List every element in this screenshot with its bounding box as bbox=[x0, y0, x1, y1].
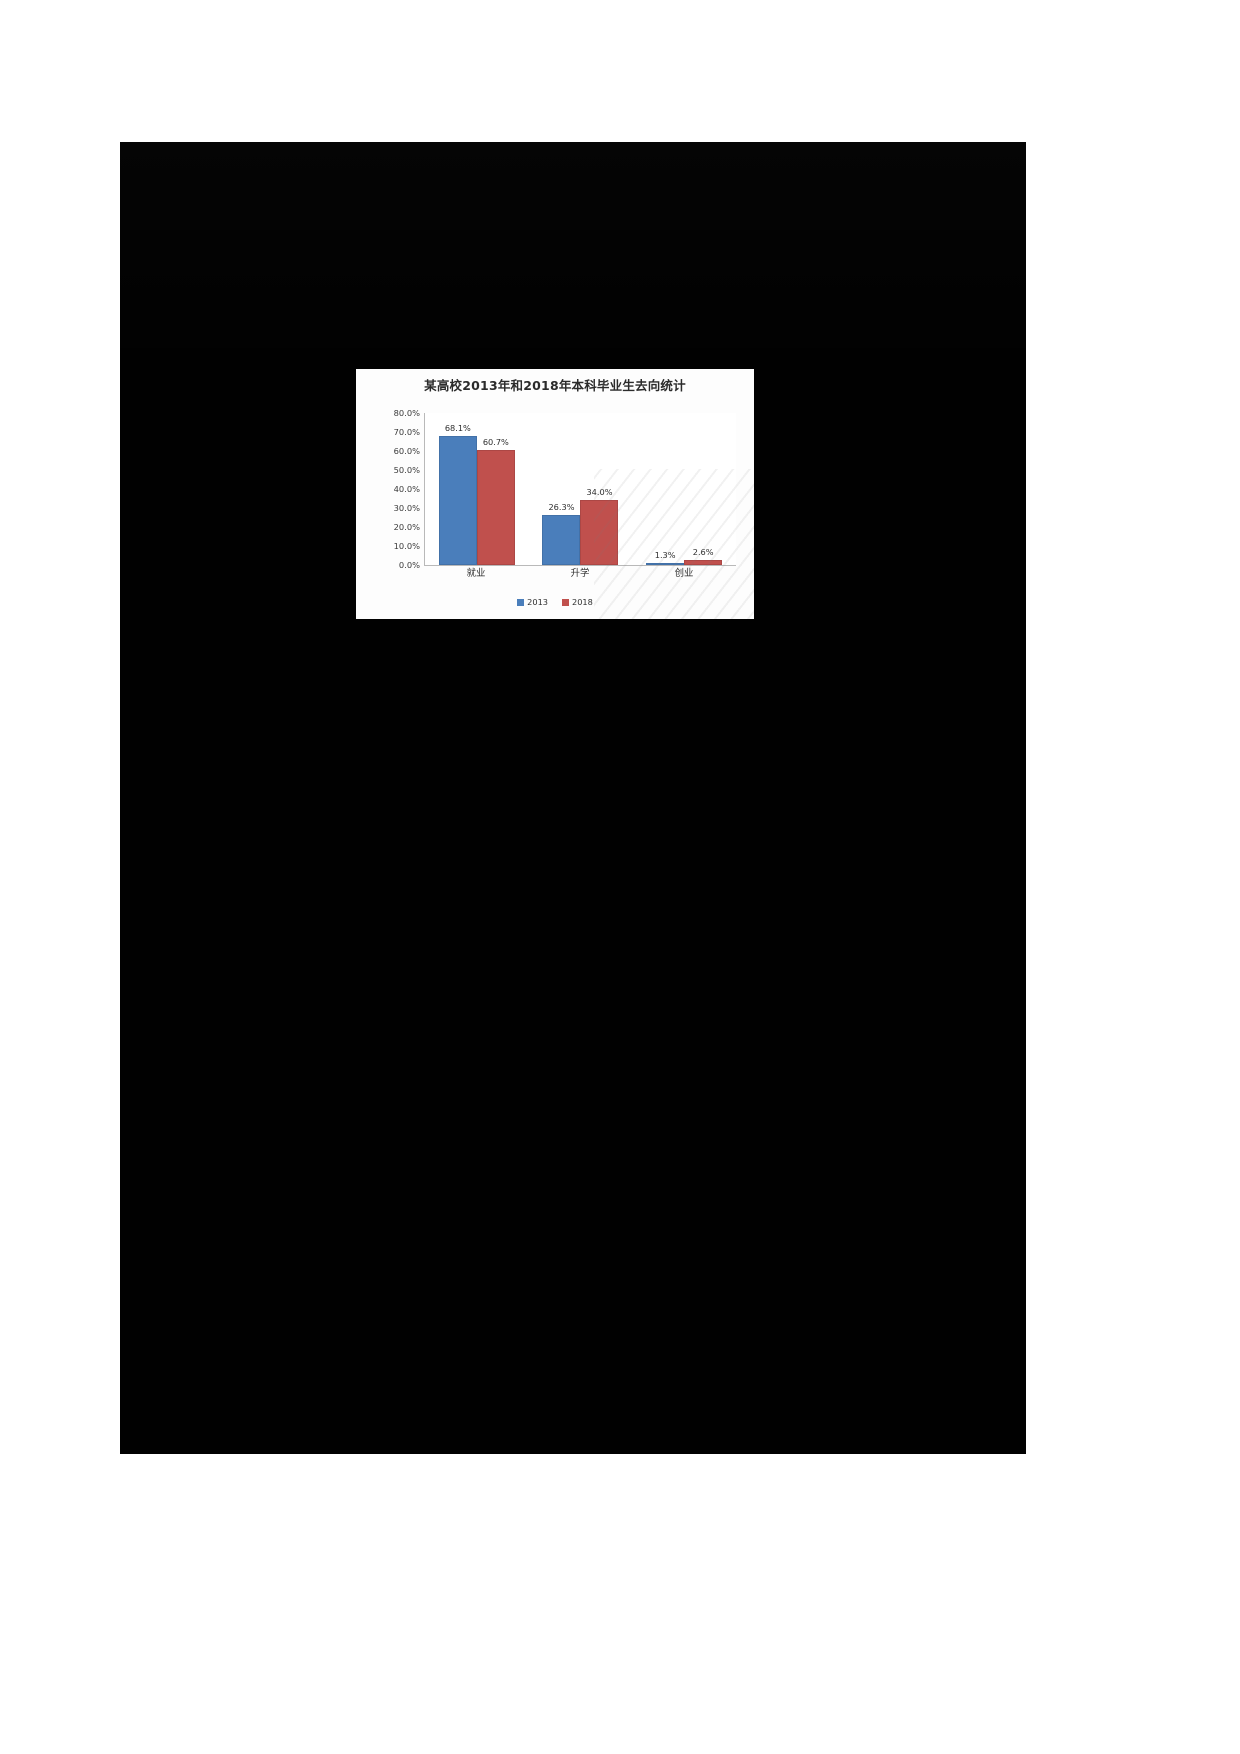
x-axis-label-创业: 创业 bbox=[674, 568, 694, 579]
plot-area-wrapper: 80.0% 70.0% 60.0% 50.0% 40.0% 30.0% 20.0% 10.0%… bbox=[356, 405, 754, 583]
x-axis-label-就业: 就业 bbox=[466, 568, 486, 579]
y-axis-tick: 60.0% bbox=[393, 446, 420, 456]
legend-label: 2018 bbox=[572, 597, 593, 607]
x-axis-category-labels: 就业 升学 创业 bbox=[424, 565, 736, 583]
bar-fill bbox=[476, 449, 515, 565]
y-axis-tick: 20.0% bbox=[393, 522, 420, 532]
legend-swatch-icon bbox=[517, 598, 525, 606]
y-axis-tick: 40.0% bbox=[393, 484, 420, 494]
legend-item-2013[interactable]: 2013 bbox=[517, 597, 548, 607]
bar-value-label: 60.7% bbox=[482, 436, 509, 447]
bar-value-label: 34.0% bbox=[586, 487, 613, 498]
chart-title: 某高校2013年和2018年本科毕业生去向统计 bbox=[424, 378, 686, 393]
legend-swatch-icon bbox=[562, 598, 569, 606]
legend-label: 2013 bbox=[527, 597, 548, 607]
y-axis: 80.0% 70.0% 60.0% 50.0% 40.0% 30.0% 20.0% 10.0%… bbox=[374, 408, 420, 570]
bar-group: 68.1% 60.7% bbox=[425, 413, 529, 565]
bar-value-label: 68.1% bbox=[444, 422, 471, 433]
y-axis-tick: 70.0% bbox=[393, 427, 420, 437]
bar-value-label: 26.3% bbox=[548, 502, 575, 513]
bar-fill bbox=[580, 500, 619, 565]
bar-group: 1.3% 2.6% bbox=[632, 413, 736, 565]
bar-value-label: 2.6% bbox=[692, 547, 714, 558]
bar-fill bbox=[438, 435, 477, 565]
chart-figure: 某高校2013年和2018年本科毕业生去向统计 80.0% 70.0% 60.0% 5… bbox=[356, 369, 754, 619]
y-axis-tick: 10.0% bbox=[393, 541, 420, 551]
y-axis-tick: 0.0% bbox=[398, 560, 420, 570]
x-axis-label-升学: 升学 bbox=[570, 568, 590, 579]
scanned-page-field bbox=[120, 142, 1026, 1454]
bar-group: 26.3% 34.0% bbox=[529, 413, 633, 565]
legend-item-2018[interactable]: 2018 bbox=[562, 597, 593, 607]
bar-fill bbox=[646, 562, 685, 565]
bar-fill bbox=[542, 515, 581, 565]
bar-fill bbox=[684, 560, 723, 565]
plot-area: 68.1% 60.7% 26.3% 34.0% 1.3% 2.6% bbox=[424, 413, 736, 566]
y-axis-tick: 80.0% bbox=[393, 408, 420, 418]
y-axis-tick: 50.0% bbox=[393, 465, 420, 475]
chart-legend: 2013 2018 bbox=[356, 597, 754, 607]
y-axis-tick: 30.0% bbox=[393, 503, 420, 513]
bar-value-label: 1.3% bbox=[654, 549, 676, 560]
